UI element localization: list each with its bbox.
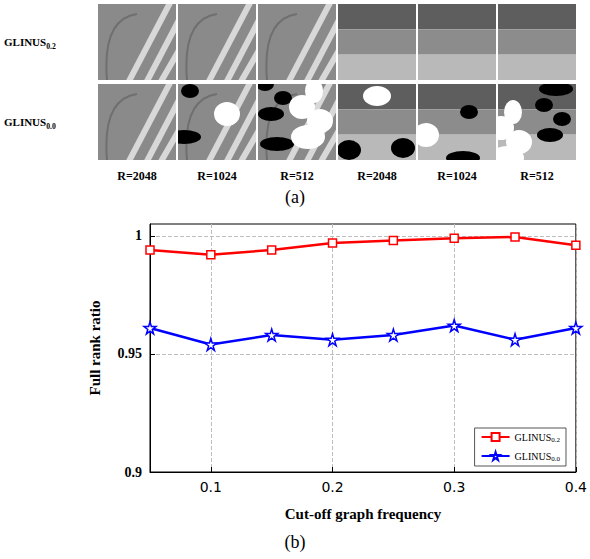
svg-text:R=1024: R=1024 xyxy=(437,169,477,183)
svg-text:0.95: 0.95 xyxy=(118,346,143,361)
svg-text:GLINUS: GLINUS xyxy=(515,432,552,443)
svg-text:0.2: 0.2 xyxy=(551,436,560,444)
svg-text:R=2048: R=2048 xyxy=(357,169,397,183)
svg-text:0.2: 0.2 xyxy=(321,479,343,495)
html-text:(b): (b) xyxy=(284,532,306,552)
svg-text:1: 1 xyxy=(135,228,142,243)
svg-text:R=512: R=512 xyxy=(280,169,314,183)
svg-text:Cut-off graph frequency: Cut-off graph frequency xyxy=(285,506,442,522)
svg-text:0.3: 0.3 xyxy=(443,479,465,495)
svg-text:Full rank ratio: Full rank ratio xyxy=(87,300,103,395)
svg-text:GLINUS: GLINUS xyxy=(515,451,552,462)
svg-text:R=1024: R=1024 xyxy=(197,169,237,183)
svg-text:(a): (a) xyxy=(285,187,305,208)
svg-text:0.1: 0.1 xyxy=(200,479,222,495)
svg-text:0.9: 0.9 xyxy=(125,465,143,480)
svg-text:GLINUS0.2: GLINUS0.2 xyxy=(4,36,56,51)
svg-text:0.0: 0.0 xyxy=(551,455,560,463)
svg-text:0.4: 0.4 xyxy=(565,479,587,495)
svg-text:R=512: R=512 xyxy=(520,169,554,183)
svg-text:R=2048: R=2048 xyxy=(117,169,157,183)
svg-text:GLINUS0.0: GLINUS0.0 xyxy=(4,116,56,131)
